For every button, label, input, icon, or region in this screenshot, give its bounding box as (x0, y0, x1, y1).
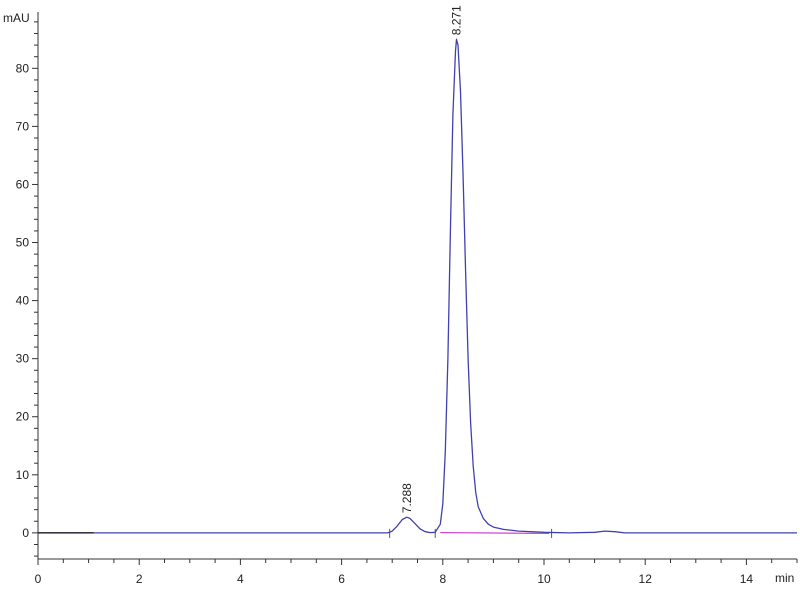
y-tick-label: 70 (16, 119, 30, 133)
y-tick-label: 0 (22, 526, 29, 540)
x-tick-label: 4 (237, 572, 244, 586)
y-tick-label: 30 (16, 352, 30, 366)
y-tick-label: 50 (16, 236, 30, 250)
x-axis-label: min (775, 571, 794, 585)
x-tick-label: 10 (537, 572, 551, 586)
plot-area: 7.288 8.271 (38, 5, 797, 538)
y-tick-label: 60 (16, 177, 30, 191)
y-tick-label: 80 (16, 61, 30, 75)
y-tick-label: 40 (16, 294, 30, 308)
x-tick-label: 6 (338, 572, 345, 586)
x-tick-label: 12 (639, 572, 653, 586)
axes: 0 2 4 6 8 10 12 14 0 10 20 30 40 50 60 70 80 (16, 12, 798, 586)
x-tick-label: 0 (35, 572, 42, 586)
x-tick-label: 2 (136, 572, 143, 586)
x-tick-label: 14 (740, 572, 754, 586)
y-tick-label: 20 (16, 410, 30, 424)
y-tick-label: 10 (16, 468, 30, 482)
peak-label: 7.288 (400, 483, 414, 513)
integration-baseline (440, 531, 550, 535)
y-axis-label: mAU (3, 11, 30, 25)
peak-label: 8.271 (450, 5, 464, 35)
x-tick-label: 8 (439, 572, 446, 586)
chromatogram-trace (38, 38, 797, 534)
